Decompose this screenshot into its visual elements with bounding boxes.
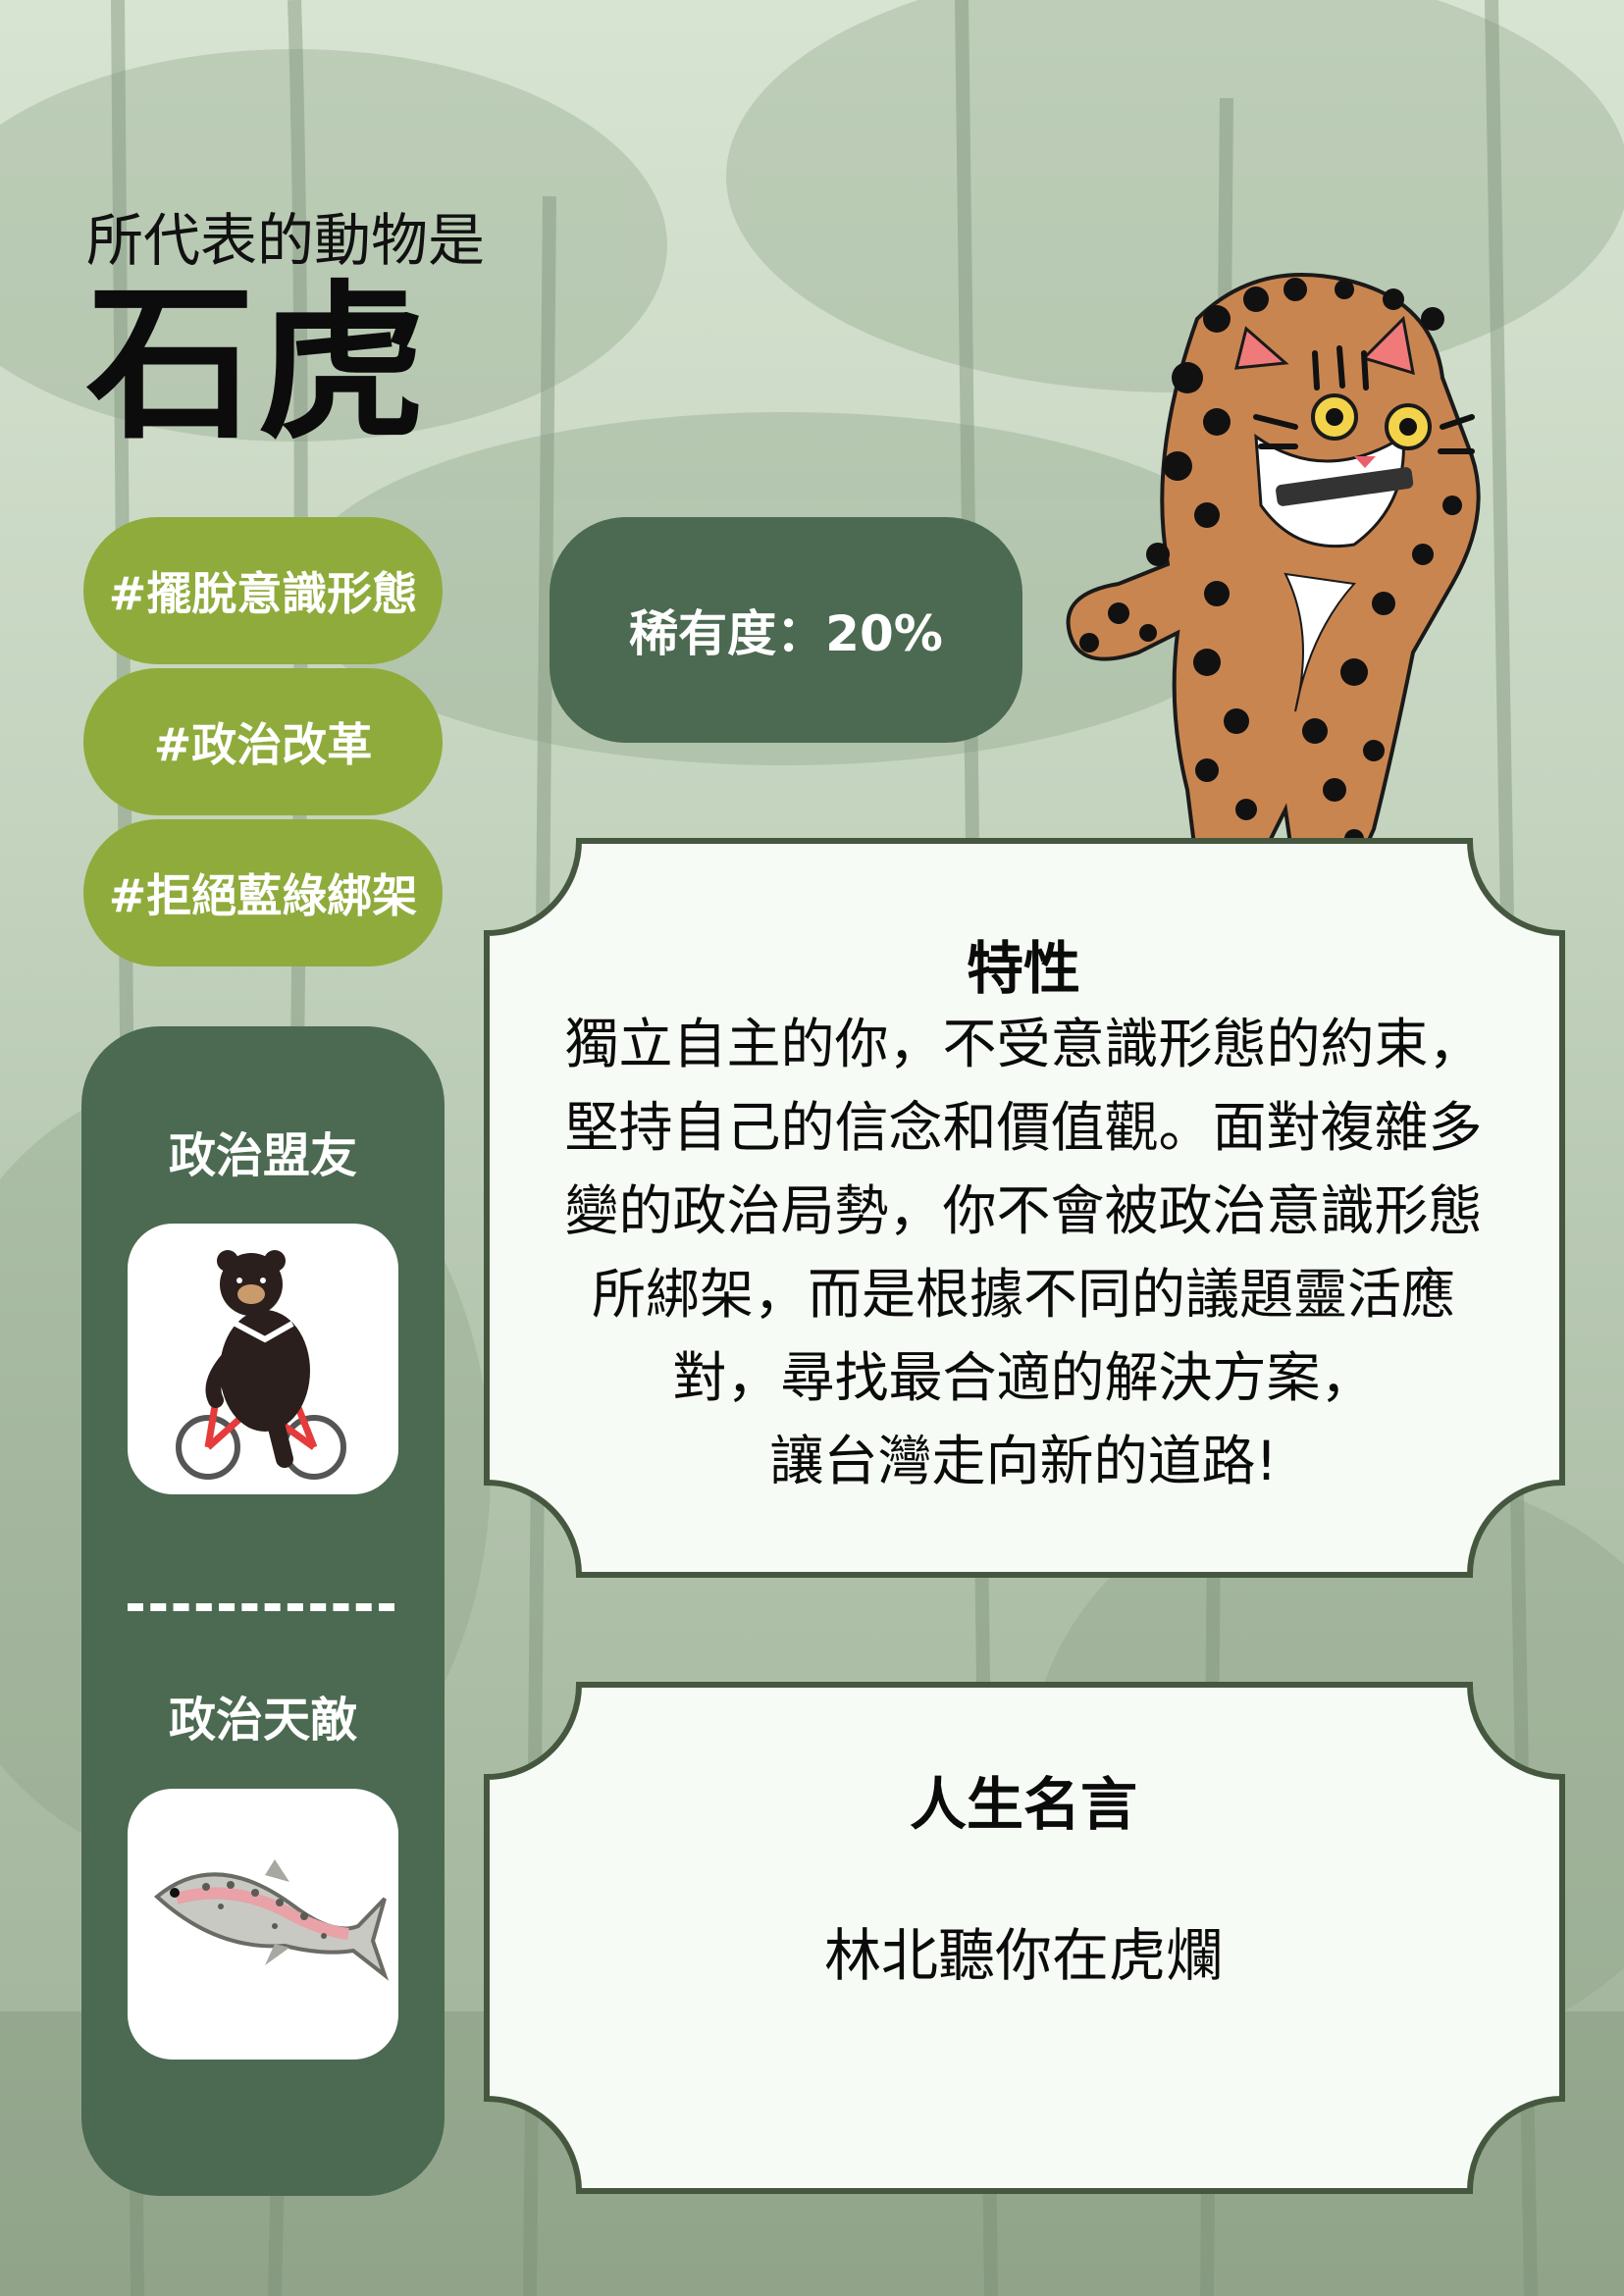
ally-icon-box — [128, 1224, 398, 1494]
tag-3: #拒絕藍綠綁架 — [83, 819, 443, 966]
trait-heading: 特性 — [966, 935, 1080, 1002]
trait-line: 所綁架，而是根據不同的議題靈活應 — [591, 1263, 1455, 1326]
tag-1: #擺脫意識形態 — [83, 517, 443, 664]
trait-line: 變的政治局勢，你不會被政治意識形態 — [564, 1179, 1483, 1242]
trait-line: 讓台灣走向新的道路! — [769, 1430, 1278, 1492]
bear-on-bicycle-icon — [176, 1250, 346, 1480]
leopard-cat-icon — [1066, 273, 1481, 881]
relations-divider — [128, 1603, 394, 1611]
tag-2: #政治改革 — [83, 668, 443, 815]
motto-heading: 人生名言 — [909, 1771, 1137, 1838]
enemy-icon-box — [128, 1789, 398, 2060]
rarity-badge: 稀有度：20% — [550, 517, 1022, 743]
trout-fish-icon — [153, 1859, 390, 1981]
trait-line: 堅持自己的信念和價值觀。面對複雜多 — [564, 1096, 1483, 1159]
motto-card-frame — [484, 1682, 1565, 2194]
subtitle: 所代表的動物是 — [86, 207, 486, 274]
trait-body: 獨立自主的你，不受意識形態的約束， 堅持自己的信念和價值觀。面對複雜多 變的政治… — [500, 1003, 1546, 1503]
trait-card-frame — [484, 838, 1565, 1578]
motto-quote: 林北聽你在虎爛 — [823, 1922, 1223, 1989]
ally-label: 政治盟友 — [168, 1128, 357, 1183]
enemy-label: 政治天敵 — [168, 1693, 357, 1748]
trait-line: 對，尋找最合適的解決方案， — [672, 1346, 1375, 1409]
trait-line: 獨立自主的你，不受意識形態的約束， — [564, 1013, 1483, 1075]
animal-name-title: 石虎 — [86, 265, 428, 462]
